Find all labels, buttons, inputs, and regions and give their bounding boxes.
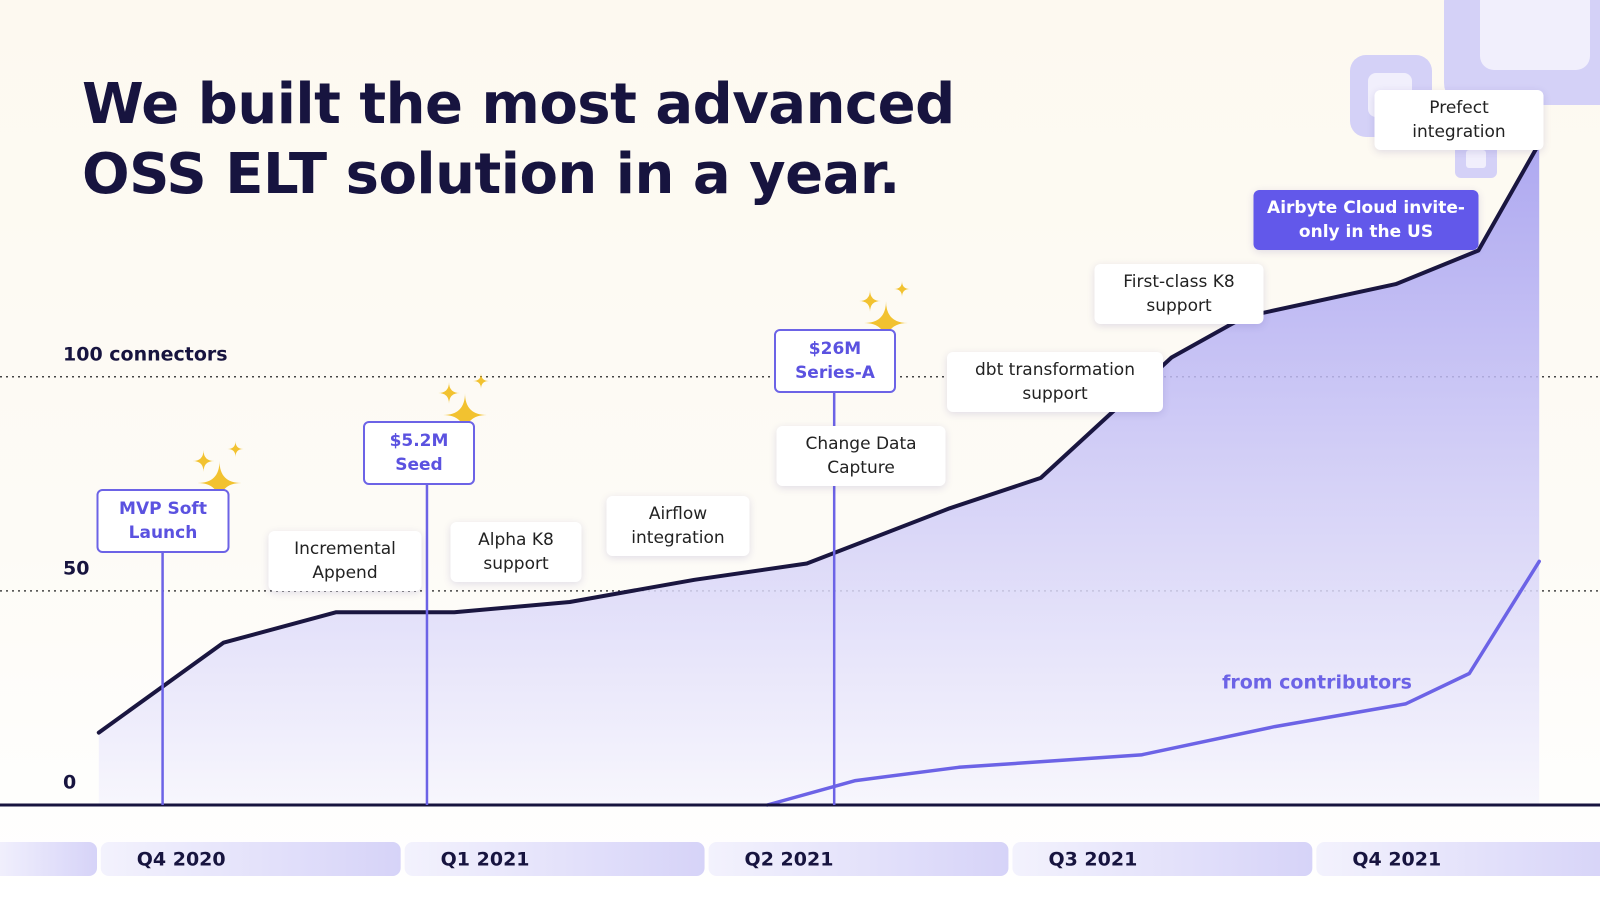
milestone-label: $5.2M Seed	[363, 421, 475, 485]
sparkle	[192, 450, 215, 472]
annotation: Prefect integration	[1374, 90, 1544, 150]
x-tick-label: Q2 2021	[745, 849, 834, 871]
x-tick-label: Q4 2021	[1352, 849, 1441, 871]
area	[98, 143, 1540, 805]
annotation: First-class K8 support	[1094, 264, 1264, 324]
y-tick-label: 100 connectors	[63, 343, 228, 365]
x-tick-pill	[1012, 842, 1313, 876]
milestone-label: $26M Series-A	[774, 329, 896, 393]
x-tick-label: Q3 2021	[1048, 849, 1137, 871]
annotation: Change Data Capture	[776, 426, 946, 486]
sparkle	[227, 441, 244, 457]
annotation: Alpha K8 support	[450, 522, 582, 582]
line	[765, 559, 1541, 807]
title: We built the most advanced OSS ELT solut…	[82, 72, 955, 207]
x-tick-pill	[404, 842, 705, 876]
sparkle	[894, 281, 910, 297]
x-tick-label: Q4 2020	[137, 849, 226, 871]
sparkle	[438, 382, 460, 404]
annotation: Airbyte Cloud invite-only in the US	[1253, 190, 1479, 250]
x-tick-label: Q1 2021	[441, 849, 530, 871]
sparkle	[864, 301, 908, 345]
annotation: Incremental Append	[268, 531, 422, 591]
x-tick-pill	[1316, 842, 1600, 876]
milestone-label: MVP Soft Launch	[96, 489, 230, 553]
x-tick-pill	[708, 842, 1009, 876]
series-label: from contributors	[1222, 672, 1412, 694]
line	[96, 141, 1542, 735]
annotation: Airflow integration	[606, 496, 750, 556]
y-tick-label: 0	[63, 772, 76, 794]
sparkle	[473, 373, 489, 389]
x-tick-pill	[100, 842, 401, 876]
y-tick-label: 50	[63, 557, 89, 579]
sparkle	[443, 393, 487, 437]
annotation: dbt transformation support	[947, 352, 1163, 412]
sparkle	[859, 290, 881, 312]
sparkle	[197, 461, 242, 505]
